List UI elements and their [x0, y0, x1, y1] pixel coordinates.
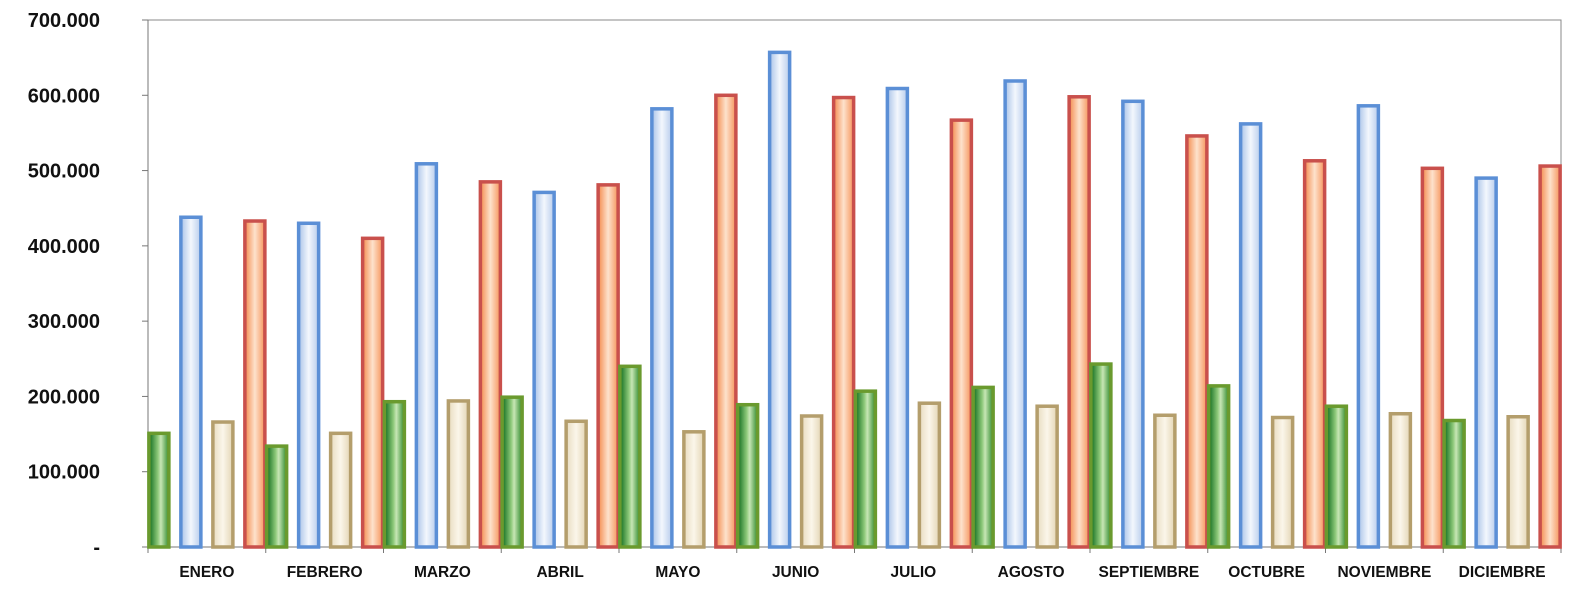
bar-octubre-series-2	[1238, 122, 1263, 549]
bar-noviembre-series-3	[1388, 411, 1413, 549]
bar-junio-series-3	[799, 414, 824, 549]
bar-junio-series-4	[831, 95, 856, 549]
bar-octubre-series-1	[1206, 384, 1231, 549]
bar-diciembre-series-3	[1506, 415, 1530, 549]
x-tick-label: ABRIL	[536, 564, 583, 581]
bar-junio-series-2	[767, 50, 792, 549]
bar-diciembre-series-4	[1538, 164, 1562, 549]
bar-agosto-series-4	[1067, 95, 1091, 549]
bar-abril-series-4	[596, 183, 620, 549]
y-tick-label: 600.000	[28, 85, 100, 107]
x-tick-label: DICIEMBRE	[1459, 564, 1546, 581]
bar-mayo-series-3	[682, 430, 706, 549]
tick-labels: - 100.000 200.000 300.000 400.000 500.000 600.…	[28, 10, 1546, 581]
bar-julio-series-1	[853, 389, 878, 549]
bar-enero-series-1	[147, 431, 171, 549]
y-tick-label: 300.000	[28, 311, 100, 333]
bar-junio-series-1	[735, 402, 760, 549]
x-tick-label: ENERO	[179, 564, 234, 581]
bar-octubre-series-3	[1270, 415, 1295, 549]
y-tick-label: 200.000	[28, 386, 100, 408]
bar-febrero-series-4	[360, 236, 385, 549]
bar-septiembre-series-1	[1089, 362, 1113, 549]
bar-febrero-series-2	[296, 221, 321, 549]
bar-febrero-series-3	[328, 431, 353, 549]
bar-septiembre-series-4	[1185, 134, 1209, 549]
x-tick-label: SEPTIEMBRE	[1098, 564, 1199, 581]
bar-febrero-series-1	[264, 444, 289, 549]
bar-octubre-series-4	[1302, 159, 1327, 549]
bar-mayo-series-2	[650, 107, 674, 549]
bar-septiembre-series-3	[1153, 413, 1177, 549]
y-tick-label: 400.000	[28, 236, 100, 258]
bar-julio-series-2	[885, 86, 910, 549]
bar-agosto-series-2	[1003, 79, 1027, 549]
bar-julio-series-3	[917, 401, 942, 549]
bar-noviembre-series-4	[1420, 166, 1445, 549]
bars	[147, 50, 1562, 549]
bar-marzo-series-4	[478, 180, 503, 549]
bar-agosto-series-1	[971, 385, 995, 549]
bar-marzo-series-2	[414, 162, 439, 549]
x-tick-label: NOVIEMBRE	[1337, 564, 1431, 581]
bar-agosto-series-3	[1035, 404, 1059, 549]
bar-septiembre-series-2	[1121, 99, 1145, 549]
y-tick-label: 500.000	[28, 161, 100, 183]
bar-noviembre-series-1	[1324, 404, 1349, 549]
x-tick-label: JUNIO	[772, 564, 819, 581]
y-tick-label: 100.000	[28, 462, 100, 484]
x-tick-label: OCTUBRE	[1228, 564, 1305, 581]
y-tick-label: -	[93, 537, 100, 559]
bar-abril-series-1	[500, 395, 524, 549]
x-tick-label: FEBRERO	[287, 564, 363, 581]
x-tick-label: AGOSTO	[998, 564, 1065, 581]
bar-diciembre-series-2	[1474, 176, 1498, 549]
x-tick-label: JULIO	[891, 564, 937, 581]
bar-mayo-series-1	[618, 364, 642, 549]
bar-mayo-series-4	[714, 93, 738, 549]
bar-enero-series-2	[179, 215, 203, 549]
bar-abril-series-2	[532, 190, 556, 549]
bar-diciembre-series-1	[1442, 418, 1466, 549]
x-tick-label: MAYO	[655, 564, 700, 581]
bar-marzo-series-3	[446, 399, 471, 549]
bar-abril-series-3	[564, 419, 588, 549]
bar-noviembre-series-2	[1356, 104, 1381, 549]
x-tick-label: MARZO	[414, 564, 471, 581]
y-tick-label: 700.000	[28, 10, 100, 32]
bar-julio-series-4	[949, 118, 974, 549]
bar-marzo-series-1	[382, 399, 407, 549]
bar-enero-series-3	[211, 420, 235, 549]
bar-enero-series-4	[243, 219, 267, 549]
